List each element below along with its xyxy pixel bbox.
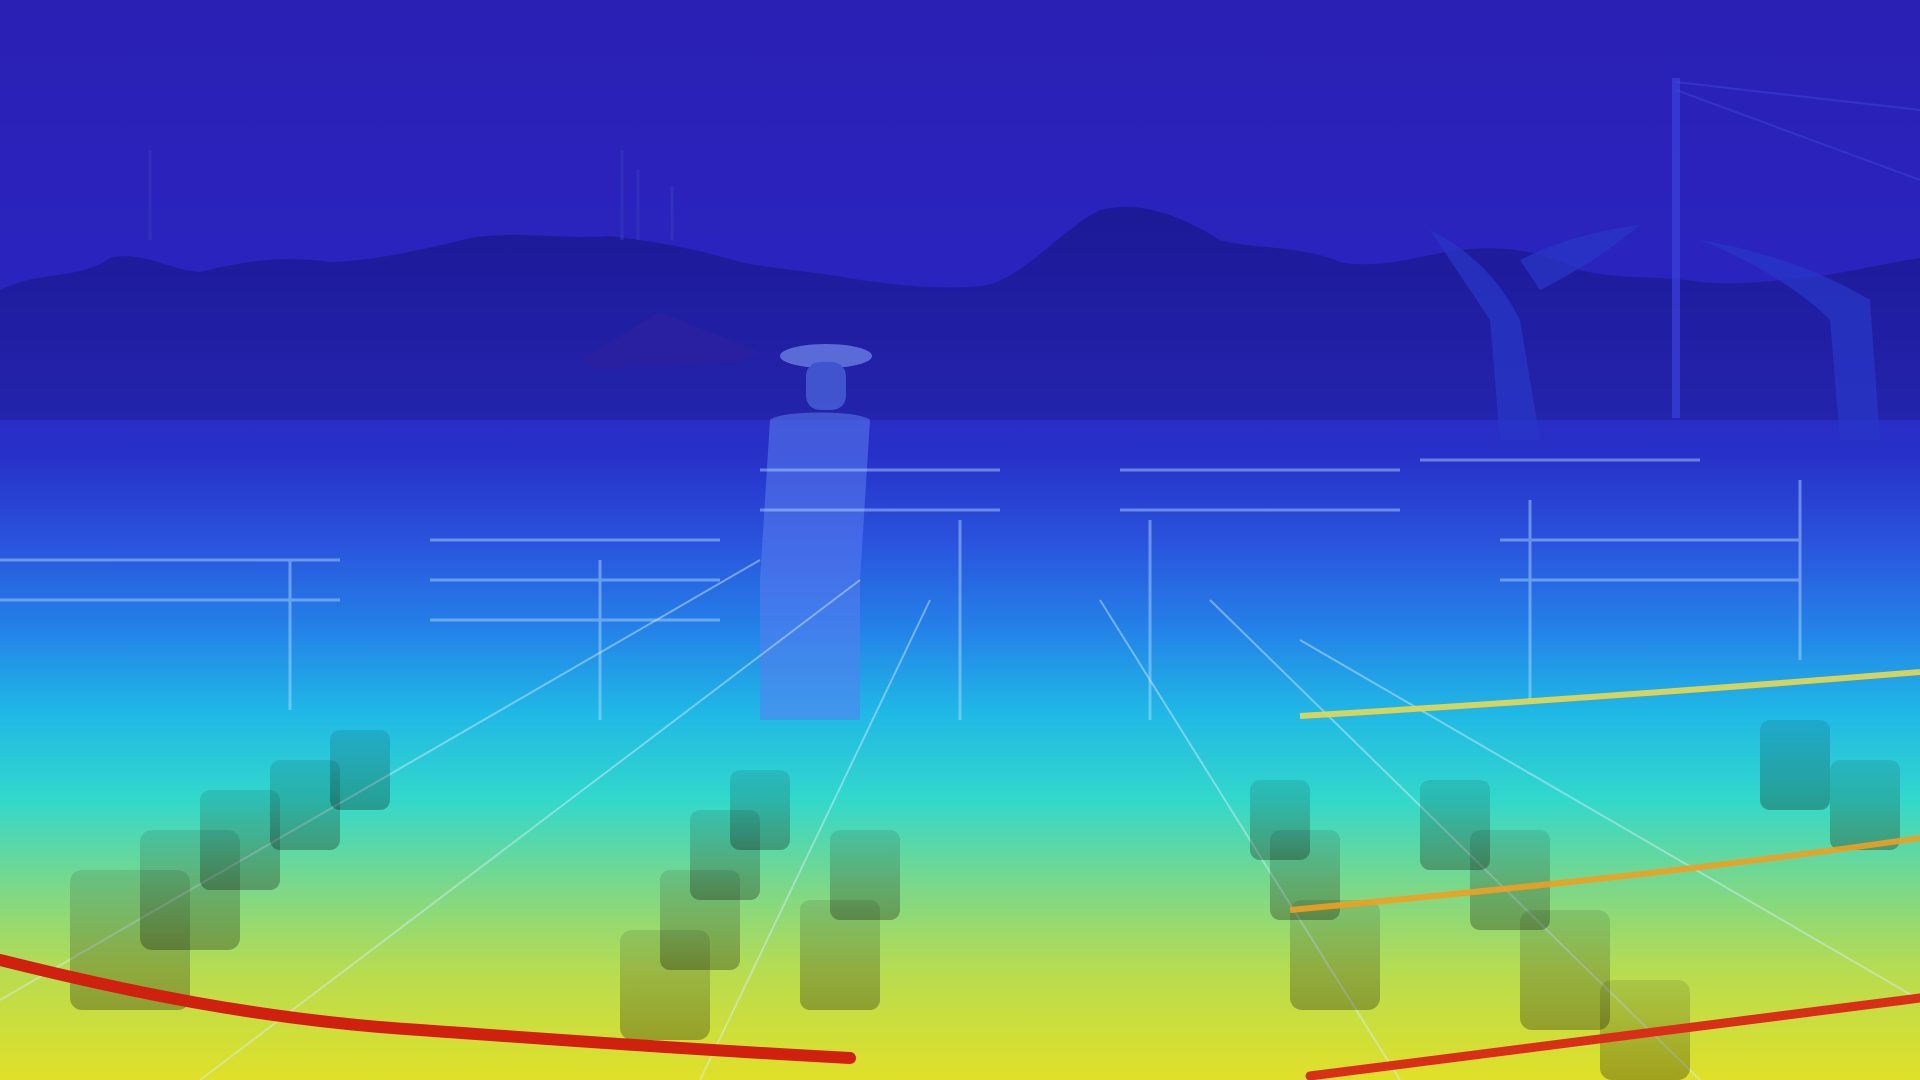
utility-pole (1672, 78, 1680, 418)
power-line (1675, 81, 1920, 111)
plant-pots (70, 720, 1900, 1080)
palm-trees (1430, 225, 1880, 440)
person-figure (760, 344, 872, 720)
yellow-pipe-upper (1299, 669, 1920, 719)
antenna-towers (148, 150, 674, 240)
yellow-pipe-lower (1289, 835, 1920, 913)
red-rope-left (0, 954, 856, 1064)
trellis-frames (0, 458, 1802, 720)
red-rope-right (1305, 993, 1920, 1080)
house-roof (580, 312, 760, 368)
power-line-2 (1675, 89, 1920, 181)
tree-line (0, 206, 1920, 420)
